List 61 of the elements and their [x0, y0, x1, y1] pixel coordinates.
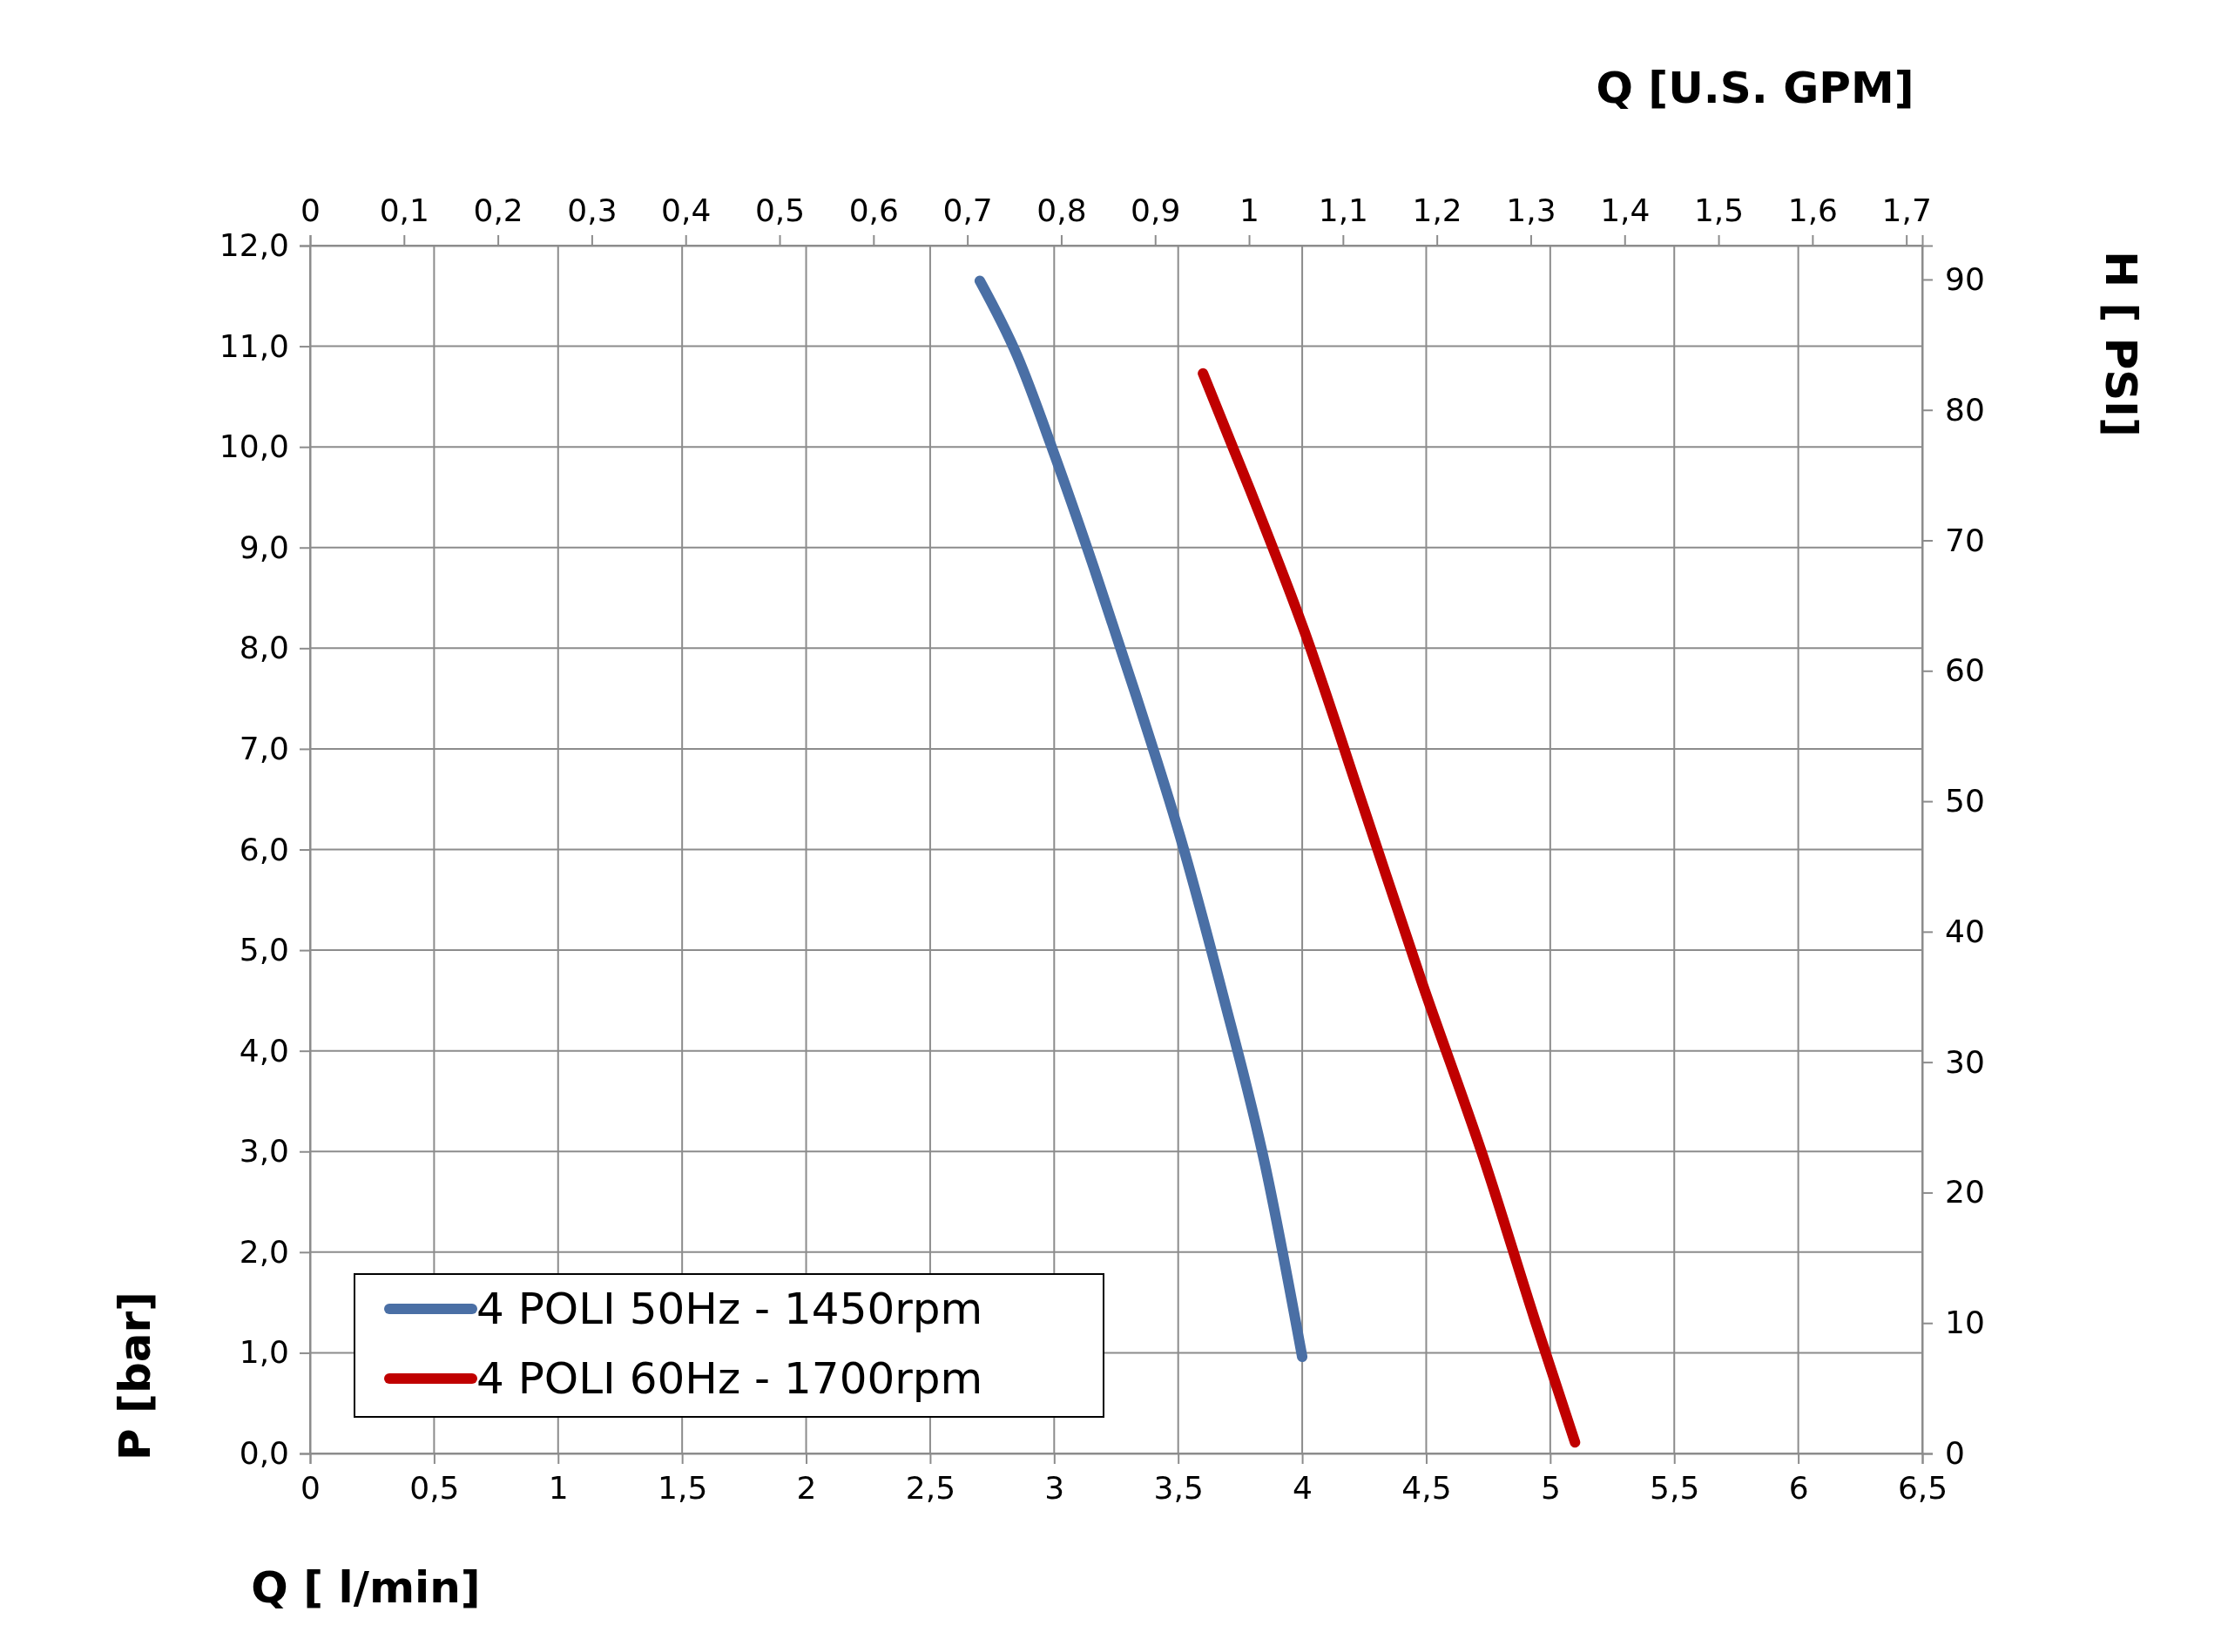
- x2-tick-label: 1,3: [1506, 192, 1556, 228]
- y-tick-label: 10,0: [219, 428, 289, 465]
- x-tick-label: 6,5: [1897, 1469, 1948, 1506]
- y-tick-label: 12,0: [219, 227, 289, 264]
- y2-tick-label: 10: [1945, 1305, 1985, 1341]
- x-tick-label: 0,5: [409, 1469, 460, 1506]
- y2-tick-label: 0: [1945, 1435, 1965, 1472]
- y-tick-label: 4,0: [239, 1032, 289, 1069]
- x2-tick-label: 0,9: [1131, 192, 1181, 228]
- y-tick-label: 6,0: [239, 831, 289, 867]
- legend-label: 4 POLI 60Hz - 1700rpm: [476, 1353, 983, 1404]
- x2-tick-label: 1,4: [1600, 192, 1651, 228]
- x2-tick-label: 1: [1239, 192, 1259, 228]
- y-tick-label: 3,0: [239, 1133, 289, 1170]
- x2-tick-label: 1,1: [1318, 192, 1368, 228]
- y2-tick-label: 70: [1945, 522, 1985, 558]
- y2-tick-label: 50: [1945, 783, 1985, 819]
- y2-tick-label: 30: [1945, 1043, 1985, 1080]
- x-tick-label: 5,5: [1650, 1469, 1700, 1506]
- x-tick-label: 5: [1540, 1469, 1561, 1506]
- legend-label: 4 POLI 50Hz - 1450rpm: [476, 1284, 983, 1334]
- x2-tick-label: 1,5: [1693, 192, 1745, 228]
- y-tick-label: 2,0: [239, 1233, 289, 1270]
- y-axis-title: P [bar]: [110, 1291, 160, 1460]
- x-tick-label: 3,5: [1153, 1469, 1204, 1506]
- y-tick-label: 0,0: [239, 1435, 289, 1472]
- x-tick-label: 6: [1788, 1469, 1809, 1506]
- y2-tick-label: 20: [1945, 1174, 1985, 1210]
- y-tick-label: 7,0: [239, 730, 289, 766]
- x2-tick-label: 1,2: [1412, 192, 1462, 228]
- x-tick-label: 1,5: [658, 1469, 708, 1506]
- x2-tick-label: 0: [300, 192, 321, 228]
- x2-axis-title: Q [U.S. GPM]: [1596, 63, 1914, 113]
- x-tick-label: 0: [300, 1469, 321, 1506]
- y2-tick-label: 80: [1945, 391, 1985, 428]
- y2-tick-label: 40: [1945, 913, 1985, 949]
- x2-tick-label: 0,3: [567, 192, 618, 228]
- y2-axis-title: H [ PSI]: [2096, 251, 2146, 437]
- x-tick-label: 4,5: [1401, 1469, 1452, 1506]
- y2-tick-label: 60: [1945, 652, 1985, 689]
- x2-tick-label: 0,1: [379, 192, 429, 228]
- x2-tick-label: 0,2: [473, 192, 523, 228]
- x-tick-label: 2,5: [905, 1469, 956, 1506]
- x-axis-title: Q [ l/min]: [251, 1562, 481, 1613]
- x2-tick-label: 1,7: [1881, 192, 1932, 228]
- x-tick-label: 4: [1293, 1469, 1313, 1506]
- x2-tick-label: 0,4: [661, 192, 712, 228]
- x2-tick-label: 0,8: [1036, 192, 1087, 228]
- y-tick-label: 1,0: [239, 1334, 289, 1371]
- y-tick-label: 8,0: [239, 630, 289, 666]
- x-tick-label: 2: [796, 1469, 817, 1506]
- y-tick-label: 5,0: [239, 932, 289, 968]
- x2-tick-label: 0,6: [848, 192, 899, 228]
- y-tick-label: 9,0: [239, 529, 289, 565]
- y2-tick-label: 90: [1945, 260, 1985, 297]
- x-tick-label: 1: [548, 1469, 569, 1506]
- x-tick-label: 3: [1044, 1469, 1065, 1506]
- x2-tick-label: 1,6: [1787, 192, 1838, 228]
- x2-tick-label: 0,7: [942, 192, 993, 228]
- y-tick-label: 11,0: [219, 327, 289, 364]
- x2-tick-label: 0,5: [754, 192, 806, 228]
